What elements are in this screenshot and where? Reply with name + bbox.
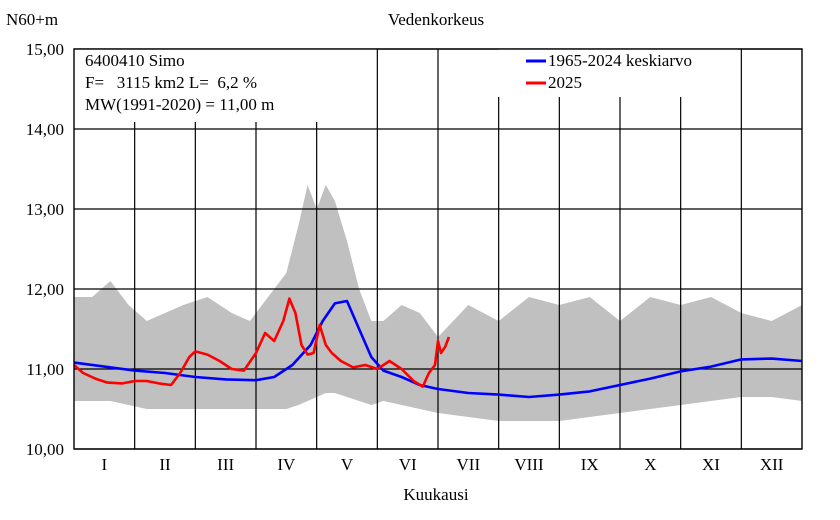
month-label-12: XII	[760, 455, 784, 474]
y-axis-label: N60+m	[6, 10, 58, 29]
month-label-10: X	[644, 455, 656, 474]
month-label-8: VIII	[514, 455, 544, 474]
month-label-2: II	[159, 455, 171, 474]
info-line-station: 6400410 Simo	[85, 51, 185, 70]
info-line-area: F= 3115 km2 L= 6,2 %	[85, 73, 257, 92]
month-label-9: IX	[581, 455, 599, 474]
plot-frame	[73, 48, 803, 450]
y-tick-label-1: 11,00	[26, 360, 64, 379]
y-tick-label-4: 14,00	[26, 120, 64, 139]
info-line-mean-water: MW(1991-2020) = 11,00 m	[85, 95, 274, 114]
series-layer	[73, 297, 803, 399]
y-tick-label-3: 13,00	[26, 200, 64, 219]
month-label-4: IV	[277, 455, 296, 474]
x-axis-label: Kuukausi	[403, 485, 468, 504]
month-label-5: V	[341, 455, 354, 474]
month-labels: I II III IV V VI VII VIII IX X XI XII	[101, 455, 783, 474]
plot-border	[73, 48, 803, 450]
month-label-6: VI	[399, 455, 417, 474]
grid-layer	[74, 48, 802, 450]
y-tick-label-0: 10,00	[26, 440, 64, 459]
legend-background	[498, 49, 738, 97]
month-label-7: VII	[457, 455, 481, 474]
month-label-1: I	[101, 455, 107, 474]
chart-title: Vedenkorkeus	[388, 10, 484, 29]
legend-label-mean: 1965-2024 keskiarvo	[548, 51, 692, 70]
series-line-1	[73, 297, 451, 388]
legend-label-current: 2025	[548, 73, 582, 92]
series-line-0	[73, 299, 803, 399]
month-label-3: III	[217, 455, 234, 474]
legend: 1965-2024 keskiarvo 2025	[498, 49, 738, 97]
y-tick-labels: 10,00 11,00 12,00 13,00 14,00 15,00	[26, 40, 64, 459]
y-tick-label-2: 12,00	[26, 280, 64, 299]
month-label-11: XI	[702, 455, 720, 474]
info-box-background	[74, 49, 376, 122]
y-tick-label-5: 15,00	[26, 40, 64, 59]
info-box: 6400410 Simo F= 3115 km2 L= 6,2 % MW(199…	[74, 49, 376, 122]
